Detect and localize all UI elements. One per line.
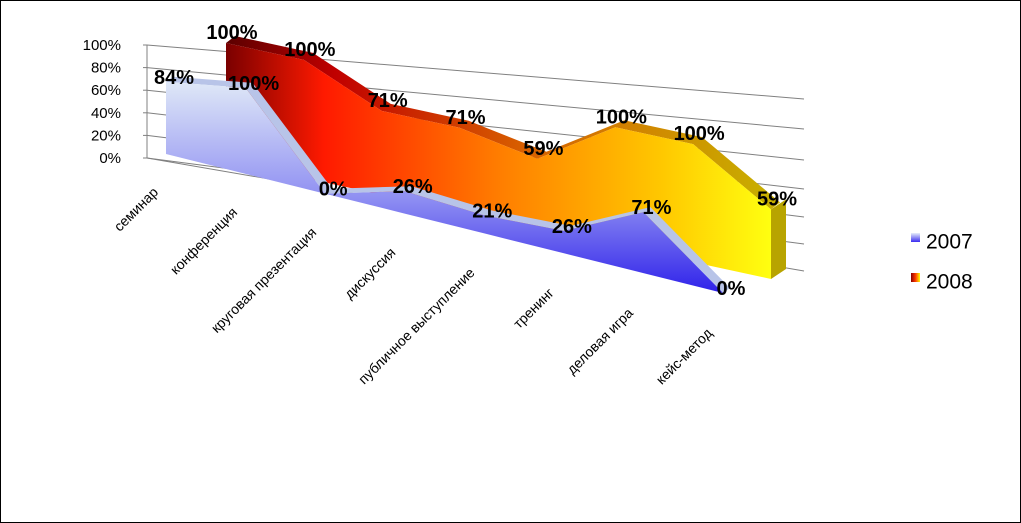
data-label-2007: 71% xyxy=(631,197,671,219)
data-labels: 100%100%71%71%59%100%100%59%84% 100%0% 26%… xyxy=(154,22,797,300)
data-label-2008: 100% xyxy=(674,123,725,145)
y-tick-label: 20% xyxy=(91,127,121,144)
data-label-2008: 100% xyxy=(206,22,257,44)
series-2007-face xyxy=(166,81,723,293)
y-tick-label: 100% xyxy=(83,37,121,54)
category-label: кейс-метод xyxy=(653,325,716,388)
series-2008-top xyxy=(226,36,780,210)
category-label: тренинг xyxy=(510,285,557,332)
category-label: публичное выступление xyxy=(355,264,478,387)
data-label-2008: 59% xyxy=(523,138,563,160)
category-label: конференция xyxy=(167,204,240,277)
legend-label-2007: 2007 xyxy=(926,231,973,254)
data-label-2007: 0% xyxy=(319,179,348,201)
data-label-2007: 0% xyxy=(717,278,746,300)
data-label-2007: 21% xyxy=(472,200,512,222)
data-label-2008: 71% xyxy=(446,107,486,129)
y-tick-label: 0% xyxy=(99,150,121,167)
y-axis: 0% 20% 40% 60% 80% 100% xyxy=(83,37,147,167)
category-label: круговая презентация xyxy=(208,224,320,336)
data-label-2008: 100% xyxy=(596,106,647,128)
data-label-2007: 26% xyxy=(552,216,592,238)
legend-swatch-2007 xyxy=(911,233,920,242)
category-label: дискуссия xyxy=(341,244,399,302)
series-2007-area xyxy=(166,76,730,293)
legend: 2007 2008 xyxy=(911,231,973,294)
y-tick-label: 40% xyxy=(91,105,121,122)
data-label-2007: 100% xyxy=(228,73,279,95)
y-tick-label: 80% xyxy=(91,60,121,77)
legend-label-2008: 2008 xyxy=(926,271,973,294)
y-tick-label: 60% xyxy=(91,82,121,99)
data-label-2007: 84% xyxy=(154,67,194,89)
legend-swatch-2008 xyxy=(911,273,920,282)
data-label-2007: 26% xyxy=(393,176,433,198)
series-2008-side xyxy=(771,199,786,279)
category-label: семинар xyxy=(111,184,162,235)
category-label: деловая игра xyxy=(563,305,636,378)
data-label-2008: 59% xyxy=(757,188,797,210)
data-label-2008: 100% xyxy=(284,39,335,61)
data-label-2008: 71% xyxy=(368,90,408,112)
